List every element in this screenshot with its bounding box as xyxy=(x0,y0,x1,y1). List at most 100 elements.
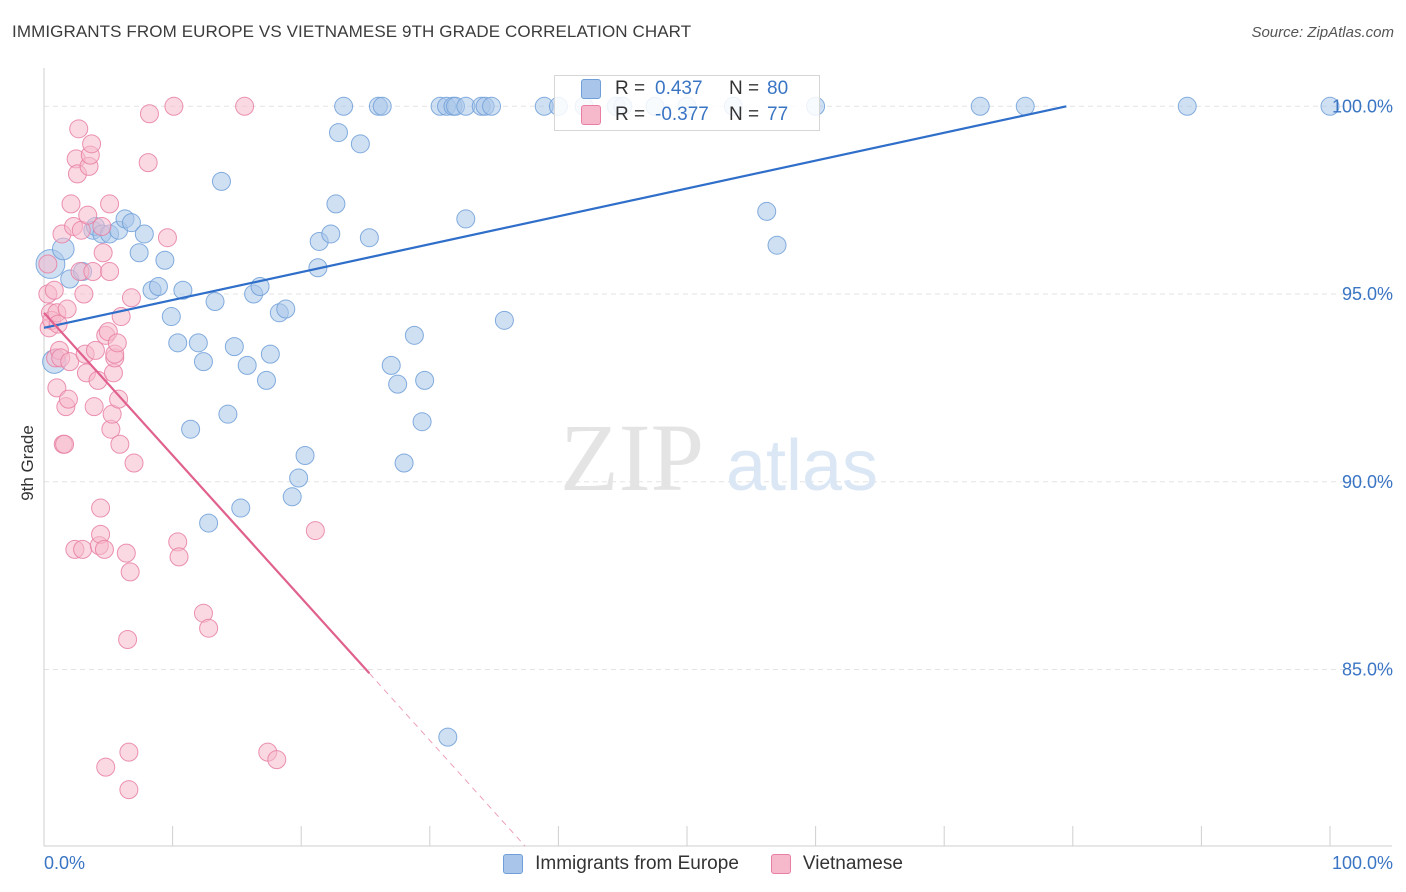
legend-r-value: 0.437 xyxy=(655,78,703,99)
point-europe xyxy=(372,96,392,116)
point-vietnamese xyxy=(60,352,80,372)
x-tick-label: 0.0% xyxy=(44,853,85,873)
point-europe xyxy=(260,344,280,364)
point-europe xyxy=(494,310,514,330)
point-vietnamese xyxy=(83,262,103,281)
point-europe xyxy=(168,333,188,353)
point-europe xyxy=(148,277,168,297)
point-europe xyxy=(121,213,141,233)
legend-label-vietnamese: Vietnamese xyxy=(802,853,903,874)
point-vietnamese xyxy=(157,228,177,248)
trend-lines xyxy=(43,105,1067,847)
legend-row-europe: R = 0.437 N = 80 xyxy=(555,76,788,102)
point-vietnamese xyxy=(116,543,136,563)
point-vietnamese xyxy=(82,134,102,154)
point-europe xyxy=(173,280,193,300)
point-europe xyxy=(334,96,354,116)
point-europe xyxy=(161,307,181,327)
point-europe xyxy=(129,243,149,263)
point-europe xyxy=(359,228,379,248)
legend-n-label: N = xyxy=(729,104,760,125)
point-europe xyxy=(134,224,154,244)
point-vietnamese xyxy=(85,340,105,360)
point-vietnamese xyxy=(61,194,81,214)
point-europe xyxy=(482,96,502,116)
point-europe xyxy=(767,235,787,255)
point-vietnamese xyxy=(118,629,138,649)
point-vietnamese xyxy=(57,299,77,319)
legend-n-value: 80 xyxy=(767,78,789,99)
axes xyxy=(43,68,1392,847)
point-europe xyxy=(231,498,251,518)
y-tick-label: 85.0% xyxy=(1342,660,1393,680)
point-europe xyxy=(199,513,219,533)
watermark-atlas: atlas xyxy=(726,426,878,506)
point-europe xyxy=(404,325,424,345)
point-vietnamese xyxy=(96,757,116,777)
chart-title: IMMIGRANTS FROM EUROPE VS VIETNAMESE 9TH… xyxy=(12,22,692,41)
point-europe xyxy=(289,468,309,488)
point-vietnamese xyxy=(100,194,120,214)
point-vietnamese xyxy=(38,254,58,274)
legend-row-vietnamese: R = -0.377 N = 77 xyxy=(555,102,788,128)
point-europe xyxy=(276,299,296,319)
point-europe xyxy=(205,292,225,312)
watermark-zip: ZIP xyxy=(560,404,704,511)
point-vietnamese xyxy=(94,539,114,559)
point-vietnamese xyxy=(120,562,140,582)
point-europe xyxy=(282,487,302,507)
point-europe xyxy=(394,453,414,473)
point-europe xyxy=(155,250,175,270)
point-europe xyxy=(321,224,341,244)
grid-lines xyxy=(44,105,1392,671)
point-europe xyxy=(388,374,408,394)
point-vietnamese xyxy=(55,434,75,454)
point-europe xyxy=(218,404,238,424)
point-europe xyxy=(381,355,401,375)
point-vietnamese xyxy=(164,96,184,116)
point-europe xyxy=(295,445,315,465)
point-europe xyxy=(211,171,231,191)
point-vietnamese xyxy=(110,434,130,454)
y-axis-label: 9th Grade xyxy=(18,425,37,501)
point-vietnamese xyxy=(109,389,129,409)
series-legend: Immigrants from Europe Vietnamese xyxy=(0,852,1406,876)
point-europe xyxy=(412,412,432,432)
legend-item-vietnamese[interactable]: Vietnamese xyxy=(770,853,903,875)
point-europe xyxy=(188,333,208,353)
legend-swatch-vietnamese xyxy=(770,854,791,874)
legend-swatch-europe xyxy=(503,854,524,874)
point-vietnamese xyxy=(199,618,219,638)
point-vietnamese xyxy=(138,153,158,173)
point-vietnamese xyxy=(91,498,111,518)
point-vietnamese xyxy=(100,262,120,281)
y-tick-label: 95.0% xyxy=(1342,284,1393,304)
legend-n-label: N = xyxy=(729,78,760,99)
watermark: ZIP atlas xyxy=(560,404,878,511)
point-europe xyxy=(326,194,346,214)
legend-r-value: -0.377 xyxy=(655,104,709,125)
point-vietnamese xyxy=(73,539,93,559)
point-vietnamese xyxy=(58,389,78,409)
point-vietnamese xyxy=(74,284,94,304)
stats-legend: R = 0.437 N = 80 R = -0.377 N = 77 xyxy=(554,75,820,131)
legend-swatch-europe xyxy=(581,79,601,99)
point-europe xyxy=(328,123,348,143)
point-europe xyxy=(350,134,370,154)
point-vietnamese xyxy=(92,216,112,236)
legend-r-label: R = xyxy=(615,78,646,99)
legend-item-europe[interactable]: Immigrants from Europe xyxy=(503,853,739,875)
point-europe xyxy=(181,419,201,439)
trend-line-vietnamese-extension xyxy=(368,672,526,847)
point-vietnamese xyxy=(44,280,64,300)
point-vietnamese xyxy=(169,547,189,567)
point-europe xyxy=(456,209,476,229)
point-vietnamese xyxy=(119,742,139,762)
legend-r-label: R = xyxy=(615,104,646,125)
point-vietnamese xyxy=(119,780,139,800)
point-europe xyxy=(1320,96,1340,116)
point-vietnamese xyxy=(235,96,255,116)
point-vietnamese xyxy=(47,378,67,398)
point-vietnamese xyxy=(69,119,89,139)
